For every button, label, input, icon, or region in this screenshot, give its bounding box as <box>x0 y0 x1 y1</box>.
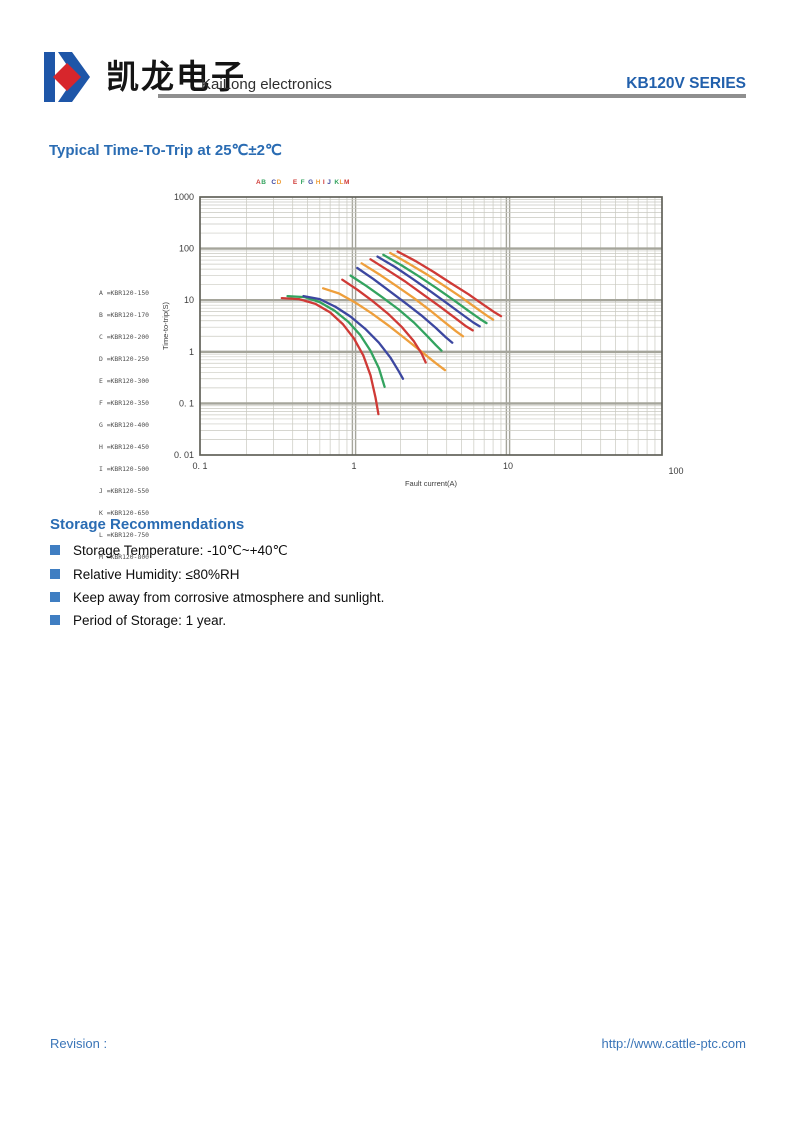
svg-text:0. 1: 0. 1 <box>179 398 194 408</box>
curve-letter: B <box>261 179 267 186</box>
svg-text:1000: 1000 <box>174 192 194 202</box>
svg-text:0. 1: 0. 1 <box>192 461 207 471</box>
svg-text:Fault current(A): Fault current(A) <box>405 479 458 488</box>
curve-letter: A <box>256 179 262 186</box>
legend-item: C =KBR120-200 <box>99 332 150 341</box>
legend-item: A =KBR120-150 <box>99 288 150 297</box>
storage-list: Storage Temperature: -10℃~+40℃ Relative … <box>50 543 670 628</box>
curve-letter: E <box>292 179 298 186</box>
legend-item: G =KBR120-400 <box>99 420 150 429</box>
list-item: Period of Storage: 1 year. <box>50 613 670 628</box>
curve-letter: H <box>315 179 321 186</box>
bullet-square-icon <box>50 545 60 555</box>
curve-letter: K <box>334 179 340 186</box>
svg-text:1: 1 <box>189 347 194 357</box>
legend-item: E =KBR120-300 <box>99 376 150 385</box>
revision-label: Revision : <box>50 1036 108 1051</box>
legend-item: M =KBR120-800 <box>99 553 150 562</box>
bullet-square-icon <box>50 569 60 579</box>
svg-text:Time-to-trip(S): Time-to-trip(S) <box>161 301 170 350</box>
curve-letter: D <box>276 179 282 186</box>
brand-chinese: 凯龙电子 <box>106 57 246 96</box>
legend-item: K =KBR120-650 <box>99 509 150 517</box>
page-footer: Revision : http://www.cattle-ptc.com <box>50 1036 746 1051</box>
chart-section-title: Typical Time-To-Trip at 25℃±2℃ <box>49 142 282 159</box>
legend-item: B =KBR120-170 <box>99 310 150 319</box>
bullet-square-icon <box>50 615 60 625</box>
svg-text:10: 10 <box>184 295 194 305</box>
curve-legend: A =KBR120-150 B =KBR120-170 C =KBR120-20… <box>99 275 149 576</box>
legend-item: J =KBR120-550 <box>99 486 150 495</box>
svg-text:1: 1 <box>351 461 356 471</box>
svg-text:100: 100 <box>668 466 683 476</box>
legend-item: F =KBR120-350 <box>99 398 150 407</box>
storage-recommendations-section: Storage Recommendations Storage Temperat… <box>50 516 670 636</box>
storage-heading: Storage Recommendations <box>50 516 245 533</box>
curve-letter: L <box>339 179 345 186</box>
curve-letter: J <box>327 179 332 186</box>
curve-letter: C <box>271 179 277 186</box>
list-item: Storage Temperature: -10℃~+40℃ <box>50 543 670 559</box>
curve-letter: M <box>344 179 350 186</box>
legend-item: H =KBR120-450 <box>99 442 150 451</box>
website-link[interactable]: http://www.cattle-ptc.com <box>601 1036 747 1051</box>
brand-english: KaiLong electronics <box>201 76 332 93</box>
svg-text:0. 01: 0. 01 <box>174 450 194 460</box>
legend-item: I =KBR120-500 <box>99 464 150 473</box>
legend-item: L =KBR120-750 <box>99 531 150 540</box>
svg-text:100: 100 <box>179 244 194 254</box>
curve-letter: G <box>308 179 314 186</box>
list-item: Relative Humidity: ≤80%RH <box>50 567 670 582</box>
list-item: Keep away from corrosive atmosphere and … <box>50 590 670 605</box>
header-rule <box>158 94 746 98</box>
kailong-logo-icon <box>44 52 90 102</box>
series-label: KB120V SERIES <box>626 75 746 92</box>
legend-item: D =KBR120-250 <box>99 354 150 363</box>
curve-letter: F <box>300 179 306 186</box>
curve-letter: I <box>322 179 326 186</box>
svg-text:10: 10 <box>503 461 513 471</box>
bullet-square-icon <box>50 592 60 602</box>
